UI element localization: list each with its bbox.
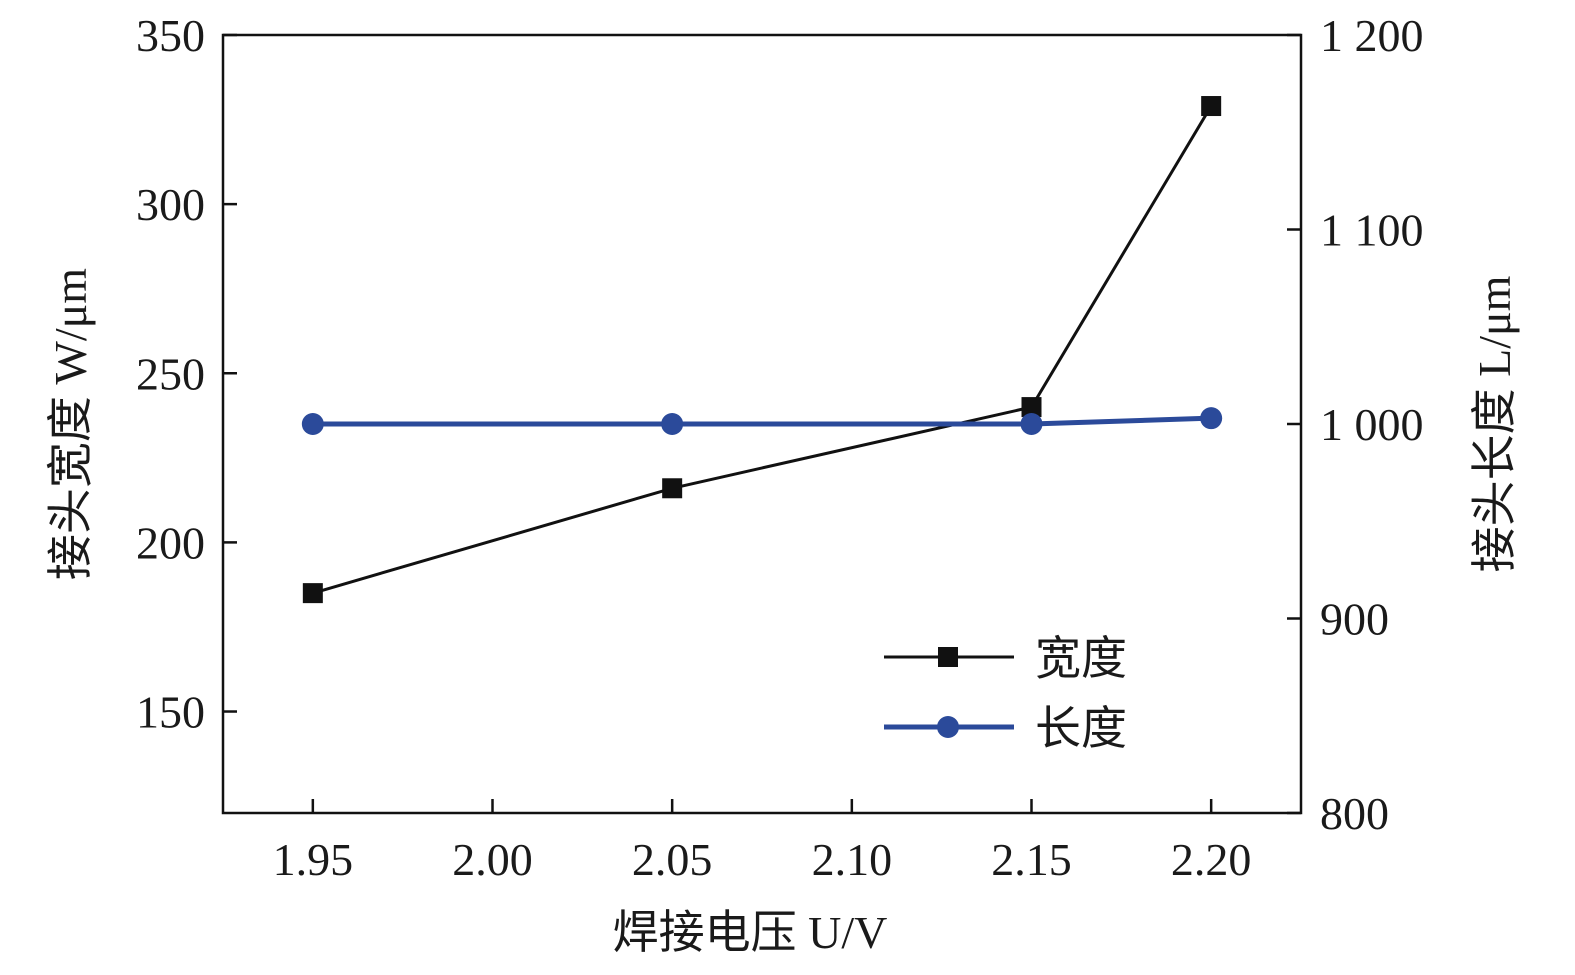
data-point-length	[1020, 413, 1043, 435]
y-tick-label: 300	[136, 179, 205, 230]
series-line-1	[312, 415, 1212, 427]
y2-tick-label: 1 200	[1320, 10, 1424, 61]
legend: 宽度 长度	[884, 633, 1127, 754]
x-tick-label: 2.20	[1171, 834, 1252, 885]
legend-marker-length	[937, 716, 959, 738]
data-point-length	[1200, 407, 1223, 430]
data-point-length	[661, 413, 684, 435]
x-tick-label: 2.05	[632, 834, 713, 885]
x-tick-label: 2.15	[991, 834, 1072, 885]
y2-tick-label: 800	[1320, 788, 1389, 839]
y2-axis-label: 接头长度 L/μm	[1469, 275, 1520, 572]
x-tick-label: 2.00	[452, 834, 533, 885]
x-tick-label: 1.95	[273, 834, 354, 885]
x-tick-label: 2.10	[812, 834, 893, 885]
data-point-width	[1021, 397, 1042, 418]
y-tick-label: 350	[136, 10, 205, 61]
y-axis-label: 接头宽度 W/μm	[45, 268, 96, 580]
y-tick-label: 150	[136, 687, 205, 738]
series-line-0	[312, 105, 1213, 595]
data-point-width	[302, 583, 323, 604]
data-point-length	[301, 413, 324, 435]
data-point-width	[662, 478, 683, 499]
legend-label-width: 宽度	[1035, 633, 1127, 684]
y-tick-label: 200	[136, 517, 205, 568]
legend-label-length: 长度	[1035, 703, 1127, 754]
y2-tick-label: 900	[1320, 594, 1389, 645]
y-tick-label: 250	[136, 348, 205, 399]
legend-marker-width	[938, 647, 958, 667]
y2-tick-label: 1 000	[1320, 399, 1424, 450]
y2-tick-label: 1 100	[1320, 205, 1424, 256]
data-point-width	[1201, 96, 1222, 117]
x-axis-label: 焊接电压 U/V	[613, 907, 888, 958]
